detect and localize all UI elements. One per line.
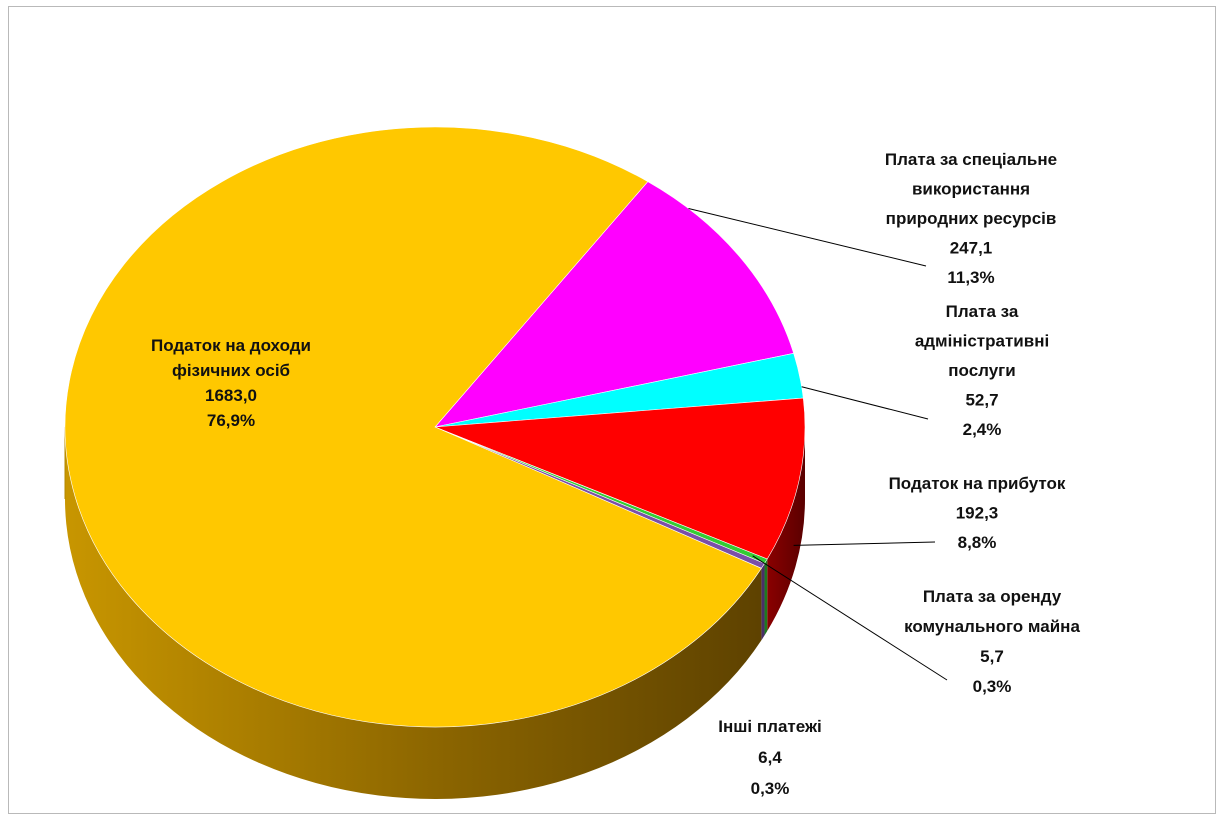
data-label-0: Податок на доходи фізичних осіб 1683,0 76,9… — [151, 336, 311, 430]
pie-slice-3 — [434, 397, 806, 560]
data-label-5: Інші платежі 6,4 0,3% — [718, 717, 821, 798]
pie-side-5 — [761, 563, 765, 641]
pie-chart: Плата за спеціальне використання природних… — [64, 126, 1080, 800]
pie-slice-1 — [434, 181, 795, 428]
data-label-1: Плата за спеціальне використання природних… — [885, 150, 1057, 287]
leader-line-1 — [688, 207, 927, 267]
chart-frame: Плата за спеціальне використання природних… — [8, 6, 1216, 814]
pie-side-4 — [764, 559, 768, 636]
pie-side-0 — [65, 427, 762, 800]
pie-slice-0 — [64, 126, 762, 728]
leader-line-4 — [752, 555, 948, 681]
data-label-3: Податок на прибуток 192,3 8,8% — [889, 474, 1066, 552]
data-label-2: Плата за адміністративні послуги 52,7 2,4% — [915, 302, 1049, 439]
leader-line-3 — [793, 541, 936, 546]
data-label-4: Плата за оренду комунального майна 5,7 0,3% — [904, 587, 1080, 696]
leader-line-2 — [801, 386, 929, 420]
pie-side-3 — [767, 427, 805, 632]
